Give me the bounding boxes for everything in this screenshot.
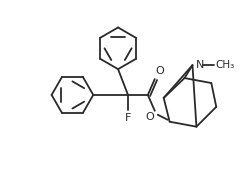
Text: N: N <box>195 60 203 70</box>
Text: F: F <box>124 113 131 123</box>
Text: CH₃: CH₃ <box>214 60 234 70</box>
Text: O: O <box>144 112 153 122</box>
Text: O: O <box>155 66 164 76</box>
